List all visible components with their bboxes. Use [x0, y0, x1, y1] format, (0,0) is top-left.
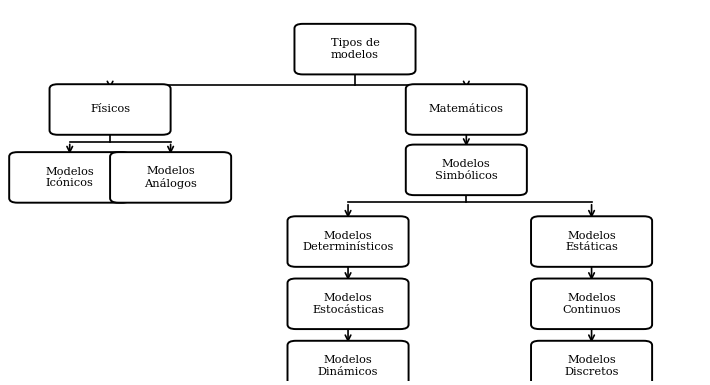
Text: Modelos
Análogos: Modelos Análogos [144, 166, 197, 189]
Text: Matemáticos: Matemáticos [429, 104, 504, 114]
FancyBboxPatch shape [406, 84, 527, 135]
FancyBboxPatch shape [288, 278, 408, 329]
Text: Tipos de
modelos: Tipos de modelos [331, 38, 379, 60]
Text: Modelos
Determinísticos: Modelos Determinísticos [302, 231, 394, 252]
Text: Modelos
Simbólicos: Modelos Simbólicos [435, 159, 498, 181]
Text: Modelos
Discretos: Modelos Discretos [564, 355, 619, 377]
FancyBboxPatch shape [406, 145, 527, 195]
Text: Modelos
Estáticas: Modelos Estáticas [565, 231, 618, 252]
FancyBboxPatch shape [50, 84, 170, 135]
FancyBboxPatch shape [531, 278, 652, 329]
Text: Modelos
Estocásticas: Modelos Estocásticas [312, 293, 384, 315]
FancyBboxPatch shape [288, 341, 408, 385]
Text: Modelos
Icónicos: Modelos Icónicos [45, 167, 94, 188]
FancyBboxPatch shape [295, 24, 415, 74]
FancyBboxPatch shape [531, 341, 652, 385]
FancyBboxPatch shape [110, 152, 231, 203]
FancyBboxPatch shape [531, 216, 652, 267]
Text: Modelos
Continuos: Modelos Continuos [562, 293, 621, 315]
Text: Físicos: Físicos [90, 104, 130, 114]
FancyBboxPatch shape [9, 152, 130, 203]
Text: Modelos
Dinámicos: Modelos Dinámicos [318, 355, 378, 377]
FancyBboxPatch shape [288, 216, 408, 267]
